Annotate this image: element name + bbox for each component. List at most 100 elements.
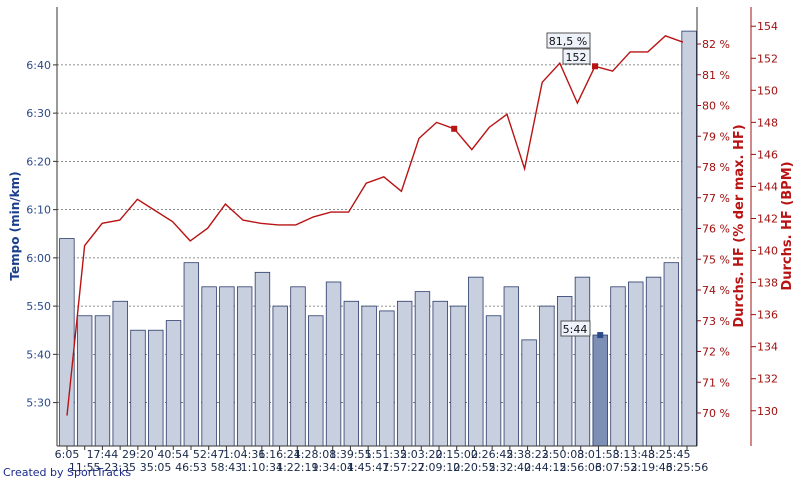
hr-bpm-tooltip: 152 bbox=[562, 48, 591, 65]
pace-bar bbox=[574, 276, 591, 447]
x-tick-label: 3:25:45 bbox=[648, 448, 690, 461]
pace-bar bbox=[450, 305, 466, 447]
pace-bar bbox=[503, 286, 520, 447]
x-tick-label: 35:05 bbox=[140, 461, 172, 474]
pace-bar bbox=[219, 286, 235, 447]
percent-tick-label: 70 % bbox=[702, 407, 730, 420]
x-tick-label: 1:45:47 bbox=[347, 461, 389, 474]
percent-tick-label: 71 % bbox=[702, 376, 730, 389]
percent-tick-label: 79 % bbox=[702, 130, 730, 143]
pace-tooltip: 5:44 bbox=[560, 320, 591, 337]
bpm-tick-label: 144 bbox=[757, 180, 778, 193]
pace-bar bbox=[290, 286, 306, 447]
x-tick-label: 1:34:04 bbox=[312, 461, 354, 474]
percent-tick-label: 75 % bbox=[702, 253, 730, 266]
pace-bar bbox=[485, 315, 502, 447]
x-tick-label: 1:22:19 bbox=[276, 461, 318, 474]
credit-text: Created by SportTracks bbox=[3, 466, 131, 479]
pace-bar bbox=[76, 315, 93, 447]
x-tick-label: 2:15:00 bbox=[436, 448, 478, 461]
x-tick-label: 23:35 bbox=[104, 461, 136, 474]
percent-tick-label: 73 % bbox=[702, 315, 730, 328]
percent-tick-label: 72 % bbox=[702, 346, 730, 359]
x-tick-label: 17:44 bbox=[87, 448, 119, 461]
x-tick-label: 1:10:34 bbox=[241, 461, 283, 474]
pace-bar bbox=[325, 281, 342, 447]
bpm-tick-label: 132 bbox=[757, 373, 778, 386]
left-tick-label: 5:30 bbox=[26, 397, 51, 410]
hr-percent-tooltip: 81,5 % bbox=[546, 32, 591, 49]
x-tick-label: 2:09:10 bbox=[418, 461, 460, 474]
bpm-tick-label: 148 bbox=[757, 116, 778, 129]
x-tick-label: 1:28:08 bbox=[294, 448, 336, 461]
hr-percent-tooltip-text: 81,5 % bbox=[549, 35, 587, 48]
x-tick-label: 2:56:06 bbox=[560, 461, 602, 474]
x-tick-label: 58:43 bbox=[211, 461, 243, 474]
left-axis-ticks: 5:30 5:40 5:50 6:00 6:10 6:20 6:30 6:40 bbox=[26, 59, 57, 410]
pace-bar bbox=[539, 305, 555, 447]
gridlines bbox=[57, 64, 697, 403]
pace-bar bbox=[468, 276, 484, 447]
percent-tick-label: 74 % bbox=[702, 284, 730, 297]
bpm-tick-label: 130 bbox=[757, 405, 778, 418]
pace-bar bbox=[254, 271, 271, 447]
bpm-tick-label: 136 bbox=[757, 309, 778, 322]
bpm-tick-label: 154 bbox=[757, 20, 778, 33]
x-tick-label: 2:38:23 bbox=[506, 448, 548, 461]
percent-tick-label: 78 % bbox=[702, 161, 730, 174]
x-axis-ticks: 6:0511:5517:4423:3529:2035:0540:5446:535… bbox=[55, 446, 708, 474]
pace-bar bbox=[645, 276, 662, 447]
pace-bar bbox=[272, 305, 288, 447]
bpm-tick-label: 142 bbox=[757, 212, 778, 225]
heart-rate-markers bbox=[451, 63, 598, 132]
plot-background bbox=[57, 7, 697, 446]
hr-bpm-tooltip-text: 152 bbox=[566, 51, 587, 64]
percent-tick-label: 76 % bbox=[702, 223, 730, 236]
pace-bar bbox=[414, 291, 431, 447]
pace-tooltip-text: 5:44 bbox=[563, 323, 588, 336]
x-tick-label: 3:07:52 bbox=[595, 461, 637, 474]
left-tick-label: 6:30 bbox=[26, 107, 51, 120]
bpm-tick-label: 140 bbox=[757, 245, 778, 258]
bpm-tick-label: 150 bbox=[757, 84, 778, 97]
pace-bars bbox=[59, 30, 697, 447]
pace-bar bbox=[165, 320, 182, 447]
x-tick-label: 40:54 bbox=[157, 448, 189, 461]
bpm-tick-label: 146 bbox=[757, 148, 778, 161]
y-axis-title-left: Tempo (min/km) bbox=[8, 171, 22, 280]
y-axis-title-hr-bpm: Durchs. HF (BPM) bbox=[780, 161, 795, 290]
x-tick-label: 3:01:58 bbox=[577, 448, 619, 461]
pace-bar bbox=[361, 305, 377, 447]
x-tick-label: 1:51:35 bbox=[365, 448, 407, 461]
pace-bar bbox=[432, 300, 448, 447]
left-tick-label: 5:50 bbox=[26, 300, 51, 313]
heart-rate-marker bbox=[592, 63, 598, 70]
pace-bar bbox=[343, 300, 360, 447]
x-tick-label: 11:55 bbox=[69, 461, 101, 474]
x-tick-label: 1:04:36 bbox=[223, 448, 265, 461]
x-tick-label: 3:19:46 bbox=[630, 461, 672, 474]
hr-percent-axis-ticks: 70 % 71 % 72 % 73 % 74 % 75 % 76 % 77 % 78 % 79 %… bbox=[697, 38, 730, 420]
x-tick-label: 52:47 bbox=[193, 448, 225, 461]
bpm-tick-label: 134 bbox=[757, 341, 778, 354]
bpm-tick-label: 152 bbox=[757, 52, 778, 65]
pace-bar bbox=[148, 329, 164, 447]
left-tick-label: 6:10 bbox=[26, 204, 51, 217]
left-tick-label: 6:20 bbox=[26, 155, 51, 168]
x-tick-label: 1:16:24 bbox=[258, 448, 300, 461]
x-tick-label: 1:57:27 bbox=[382, 461, 424, 474]
heart-rate-polyline bbox=[66, 34, 684, 416]
pace-bar bbox=[521, 339, 537, 447]
heart-rate-marker bbox=[451, 125, 458, 132]
left-tick-label: 5:40 bbox=[26, 348, 51, 361]
x-tick-label: 2:32:40 bbox=[489, 461, 531, 474]
x-tick-label: 1:39:55 bbox=[329, 448, 371, 461]
pace-bar bbox=[556, 296, 573, 447]
y-axis-title-hr-percent: Durchs. HF (% der max. HF) bbox=[732, 124, 747, 327]
pace-bar bbox=[592, 334, 608, 447]
percent-tick-label: 77 % bbox=[702, 192, 730, 205]
percent-tick-label: 82 % bbox=[702, 38, 730, 51]
pace-bar bbox=[628, 281, 644, 447]
x-tick-label: 46:53 bbox=[175, 461, 207, 474]
x-tick-label: 3:25:56 bbox=[666, 461, 708, 474]
